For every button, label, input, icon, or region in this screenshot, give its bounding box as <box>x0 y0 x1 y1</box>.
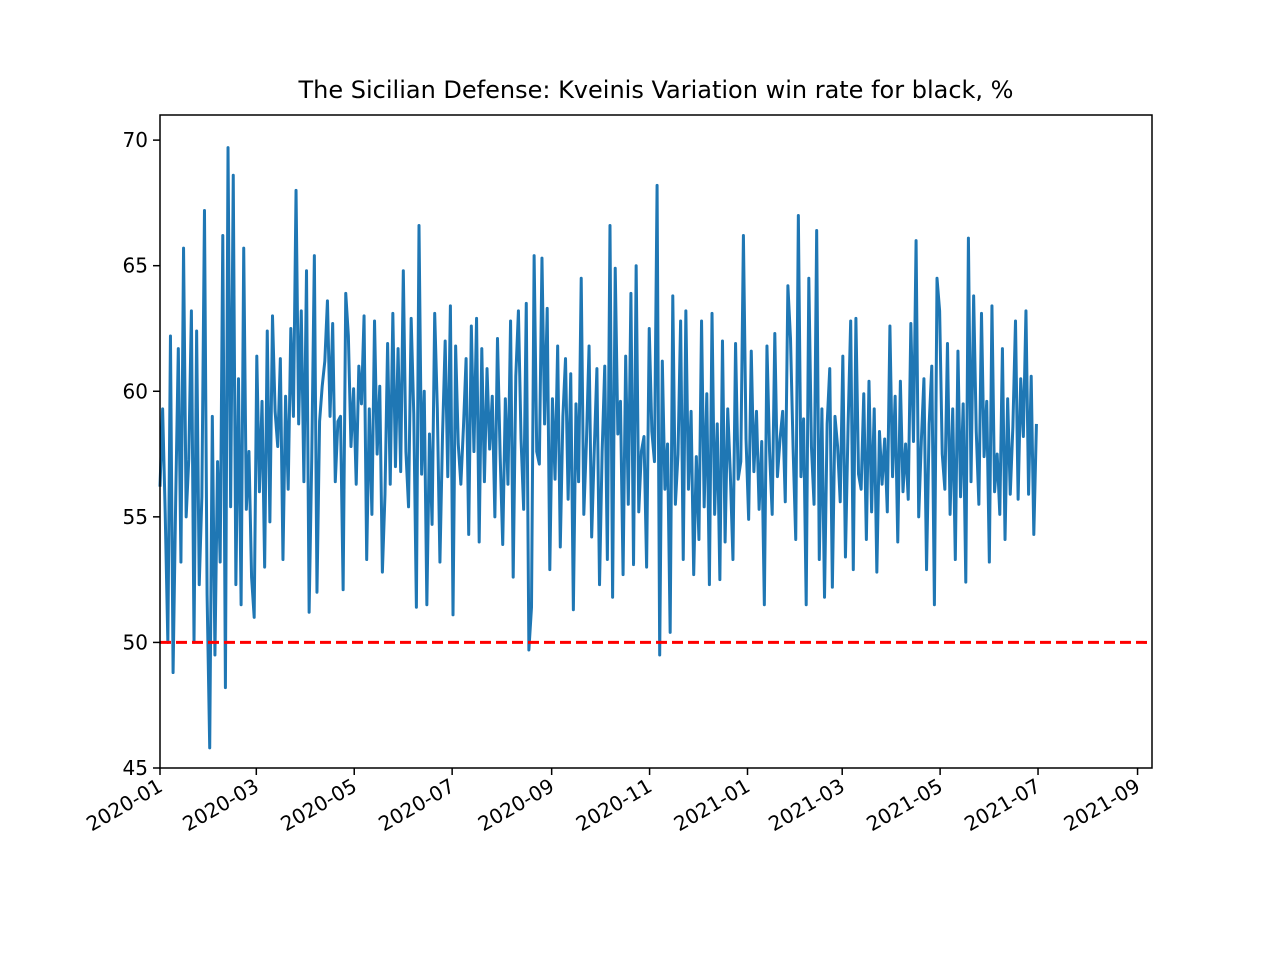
x-tick-label: 2020-07 <box>374 774 458 837</box>
chart-title: The Sicilian Defense: Kveinis Variation … <box>298 76 1014 104</box>
plot-frame <box>159 114 1153 769</box>
series-layer <box>158 146 1038 750</box>
y-tick-label: 50 <box>123 630 148 654</box>
x-tick-label: 2021-01 <box>670 774 754 837</box>
x-tick-label: 2020-01 <box>82 774 166 837</box>
y-tick-label: 65 <box>123 254 148 278</box>
x-tick-label: 2020-03 <box>178 774 262 837</box>
series-line-0 <box>158 146 1038 750</box>
x-tick-label: 2021-09 <box>1060 774 1144 837</box>
y-axis: 45 50 55 60 65 70 <box>123 128 160 780</box>
y-tick-label: 45 <box>123 756 148 780</box>
x-tick-label: 2021-07 <box>960 774 1044 837</box>
y-tick-label: 70 <box>123 128 148 152</box>
x-tick-label: 2021-05 <box>862 774 946 837</box>
y-tick-label: 55 <box>123 505 148 529</box>
x-tick-label: 2021-03 <box>764 774 848 837</box>
x-axis: 2020-01 2020-03 2020-05 2020-07 2020-09 2020-… <box>82 768 1144 836</box>
x-tick-label: 2020-05 <box>276 774 360 837</box>
x-tick-label: 2020-09 <box>474 774 558 837</box>
y-tick-label: 60 <box>123 379 148 403</box>
x-tick-label: 2020-11 <box>572 774 656 837</box>
